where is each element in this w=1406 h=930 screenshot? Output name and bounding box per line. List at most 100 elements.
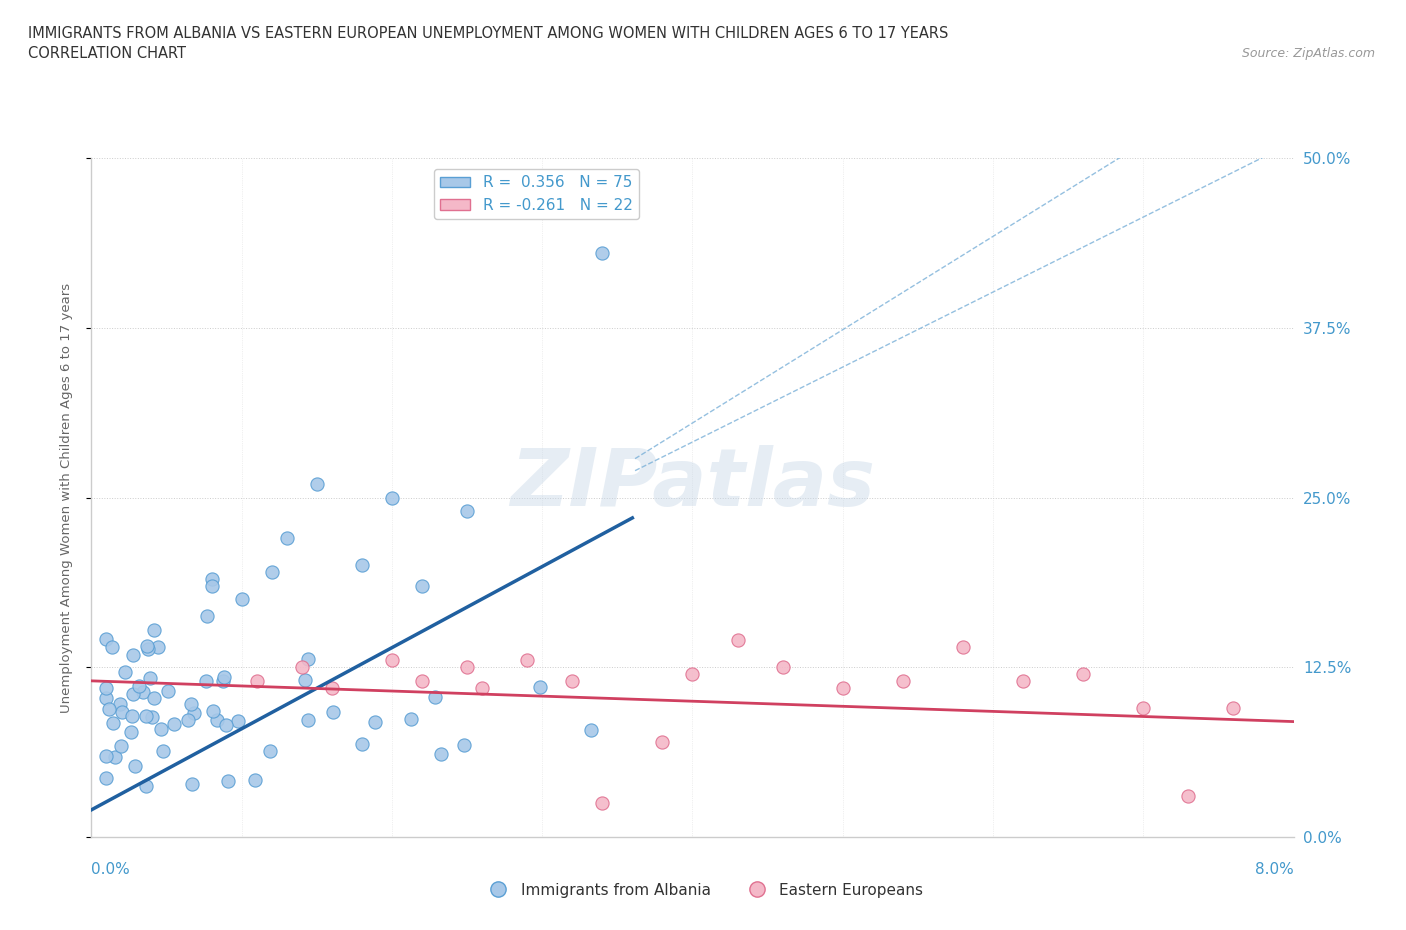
Point bbox=[399, 711, 422, 726]
Point bbox=[297, 652, 319, 667]
Point bbox=[297, 712, 319, 727]
Point bbox=[180, 697, 202, 711]
Point bbox=[143, 623, 166, 638]
Point bbox=[205, 712, 228, 727]
Point bbox=[135, 709, 157, 724]
Point bbox=[215, 718, 238, 733]
Point bbox=[122, 647, 145, 662]
Point bbox=[952, 640, 974, 655]
Point bbox=[456, 660, 478, 675]
Point bbox=[772, 660, 794, 675]
Point bbox=[1071, 667, 1094, 682]
Point bbox=[381, 653, 404, 668]
Point bbox=[453, 737, 475, 752]
Point bbox=[202, 704, 225, 719]
Point bbox=[294, 673, 316, 688]
Point bbox=[456, 504, 478, 519]
Point bbox=[260, 565, 283, 579]
Point bbox=[121, 709, 143, 724]
Point bbox=[98, 701, 121, 716]
Point bbox=[104, 750, 127, 764]
Point bbox=[142, 690, 165, 705]
Legend: R =  0.356   N = 75, R = -0.261   N = 22: R = 0.356 N = 75, R = -0.261 N = 22 bbox=[433, 169, 638, 219]
Point bbox=[1132, 700, 1154, 715]
Point bbox=[214, 670, 236, 684]
Legend: Immigrants from Albania, Eastern Europeans: Immigrants from Albania, Eastern Europea… bbox=[477, 877, 929, 904]
Point bbox=[591, 246, 613, 260]
Point bbox=[831, 680, 853, 695]
Text: CORRELATION CHART: CORRELATION CHART bbox=[28, 46, 186, 61]
Point bbox=[194, 673, 217, 688]
Point bbox=[591, 796, 613, 811]
Point bbox=[195, 609, 218, 624]
Point bbox=[114, 664, 136, 679]
Point bbox=[305, 476, 328, 491]
Point bbox=[163, 716, 186, 731]
Point bbox=[212, 674, 235, 689]
Point bbox=[111, 704, 134, 719]
Point bbox=[135, 638, 157, 653]
Point bbox=[217, 774, 239, 789]
Point bbox=[350, 737, 373, 751]
Point bbox=[529, 679, 551, 694]
Point bbox=[291, 660, 314, 675]
Point bbox=[110, 738, 132, 753]
Point bbox=[157, 684, 180, 698]
Point bbox=[128, 678, 150, 693]
Point bbox=[139, 671, 162, 685]
Point bbox=[1012, 673, 1035, 688]
Point bbox=[201, 578, 224, 593]
Point bbox=[124, 759, 146, 774]
Point bbox=[148, 640, 170, 655]
Point bbox=[321, 680, 343, 695]
Point bbox=[141, 710, 163, 724]
Text: IMMIGRANTS FROM ALBANIA VS EASTERN EUROPEAN UNEMPLOYMENT AMONG WOMEN WITH CHILDR: IMMIGRANTS FROM ALBANIA VS EASTERN EUROP… bbox=[28, 26, 949, 41]
Point bbox=[381, 490, 404, 505]
Point bbox=[561, 673, 583, 688]
Point bbox=[96, 691, 118, 706]
Point bbox=[411, 673, 433, 688]
Point bbox=[1177, 789, 1199, 804]
Point bbox=[96, 631, 118, 646]
Point bbox=[579, 723, 602, 737]
Point bbox=[429, 747, 451, 762]
Point bbox=[132, 685, 155, 700]
Point bbox=[135, 778, 157, 793]
Point bbox=[276, 531, 298, 546]
Text: Source: ZipAtlas.com: Source: ZipAtlas.com bbox=[1241, 46, 1375, 60]
Point bbox=[727, 632, 749, 647]
Point bbox=[122, 687, 145, 702]
Point bbox=[364, 714, 387, 729]
Point bbox=[471, 680, 494, 695]
Point bbox=[180, 777, 202, 791]
Point bbox=[259, 743, 281, 758]
Point bbox=[226, 713, 249, 728]
Text: 0.0%: 0.0% bbox=[91, 862, 131, 877]
Point bbox=[891, 673, 914, 688]
Point bbox=[152, 743, 174, 758]
Point bbox=[246, 673, 269, 688]
Point bbox=[108, 697, 131, 711]
Point bbox=[516, 653, 538, 668]
Text: ZIPatlas: ZIPatlas bbox=[510, 445, 875, 523]
Point bbox=[120, 724, 142, 739]
Point bbox=[96, 680, 118, 695]
Point bbox=[96, 749, 118, 764]
Point bbox=[322, 705, 344, 720]
Point bbox=[651, 735, 673, 750]
Point bbox=[177, 712, 200, 727]
Y-axis label: Unemployment Among Women with Children Ages 6 to 17 years: Unemployment Among Women with Children A… bbox=[60, 283, 73, 712]
Point bbox=[425, 689, 447, 704]
Point bbox=[1222, 700, 1244, 715]
Point bbox=[96, 770, 118, 785]
Point bbox=[136, 642, 159, 657]
Point bbox=[231, 592, 253, 607]
Point bbox=[101, 715, 124, 730]
Point bbox=[245, 773, 267, 788]
Point bbox=[150, 722, 173, 737]
Point bbox=[681, 667, 703, 682]
Point bbox=[411, 578, 433, 593]
Point bbox=[350, 558, 373, 573]
Point bbox=[201, 572, 224, 587]
Point bbox=[101, 639, 124, 654]
